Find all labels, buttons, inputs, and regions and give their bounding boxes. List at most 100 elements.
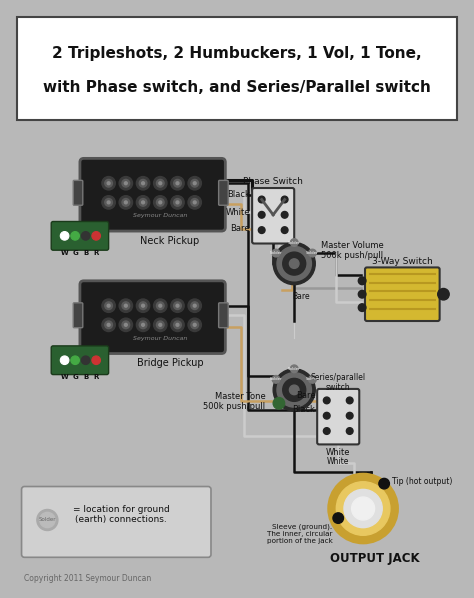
Circle shape [107, 304, 110, 307]
Circle shape [60, 231, 69, 240]
Circle shape [346, 428, 353, 434]
Circle shape [193, 304, 196, 307]
FancyBboxPatch shape [219, 303, 228, 328]
Circle shape [283, 252, 306, 275]
Circle shape [191, 321, 199, 329]
Circle shape [309, 249, 316, 257]
Text: Black: Black [292, 405, 315, 414]
Circle shape [154, 196, 167, 209]
FancyBboxPatch shape [51, 221, 109, 250]
Circle shape [193, 324, 196, 327]
FancyBboxPatch shape [317, 389, 359, 444]
Circle shape [154, 299, 167, 312]
Circle shape [176, 304, 179, 307]
Circle shape [122, 179, 130, 187]
Text: Bridge Pickup: Bridge Pickup [137, 358, 203, 368]
Circle shape [273, 398, 285, 409]
Circle shape [154, 318, 167, 331]
Circle shape [309, 376, 316, 383]
Circle shape [156, 179, 164, 187]
Text: = location for ground
(earth) connections.: = location for ground (earth) connection… [73, 505, 169, 524]
Circle shape [358, 277, 366, 285]
Circle shape [258, 196, 265, 203]
Circle shape [176, 324, 179, 327]
Circle shape [333, 513, 344, 523]
Circle shape [137, 299, 150, 312]
Circle shape [283, 379, 306, 401]
Text: R: R [93, 374, 99, 380]
FancyBboxPatch shape [21, 487, 211, 557]
Circle shape [171, 196, 184, 209]
FancyBboxPatch shape [73, 181, 83, 205]
Circle shape [122, 199, 130, 206]
Circle shape [346, 397, 353, 404]
Circle shape [154, 176, 167, 190]
Circle shape [344, 489, 382, 527]
Circle shape [273, 369, 315, 411]
Circle shape [277, 246, 311, 281]
Circle shape [176, 182, 179, 185]
Circle shape [139, 321, 147, 329]
Circle shape [281, 227, 288, 233]
Text: Master Tone
500k push/pull: Master Tone 500k push/pull [203, 392, 265, 411]
Circle shape [71, 231, 80, 240]
Text: Phase Switch: Phase Switch [243, 177, 303, 186]
Circle shape [122, 321, 130, 329]
Text: with Phase switch, and Series/Parallel switch: with Phase switch, and Series/Parallel s… [43, 80, 431, 95]
Text: White: White [327, 457, 349, 466]
FancyBboxPatch shape [219, 181, 228, 205]
Circle shape [159, 182, 162, 185]
Circle shape [107, 201, 110, 204]
Circle shape [159, 324, 162, 327]
Circle shape [137, 176, 150, 190]
Circle shape [137, 318, 150, 331]
Circle shape [191, 179, 199, 187]
Text: Black: Black [228, 190, 250, 199]
Circle shape [191, 199, 199, 206]
Circle shape [119, 196, 133, 209]
Circle shape [258, 227, 265, 233]
Text: Solder: Solder [288, 367, 301, 371]
Text: OUTPUT JACK: OUTPUT JACK [330, 552, 419, 565]
Circle shape [290, 385, 299, 395]
FancyBboxPatch shape [51, 346, 109, 374]
Text: Solder: Solder [39, 517, 56, 523]
Circle shape [142, 324, 145, 327]
Circle shape [188, 196, 201, 209]
Circle shape [124, 324, 128, 327]
Circle shape [346, 413, 353, 419]
Circle shape [171, 176, 184, 190]
Circle shape [105, 179, 112, 187]
Circle shape [191, 302, 199, 310]
Circle shape [193, 182, 196, 185]
Circle shape [171, 318, 184, 331]
Circle shape [323, 397, 330, 404]
Text: W: W [61, 250, 68, 256]
Circle shape [124, 304, 128, 307]
FancyBboxPatch shape [252, 188, 294, 243]
Circle shape [124, 201, 128, 204]
Text: Solder: Solder [270, 377, 283, 382]
Circle shape [188, 299, 201, 312]
Circle shape [273, 243, 315, 285]
Circle shape [142, 182, 145, 185]
Circle shape [102, 318, 115, 331]
Text: Bare: Bare [230, 224, 250, 233]
Circle shape [173, 199, 182, 206]
Circle shape [105, 199, 112, 206]
Text: White: White [326, 447, 350, 456]
Text: Series/parallel
switch: Series/parallel switch [310, 373, 366, 392]
Circle shape [171, 299, 184, 312]
Circle shape [71, 356, 80, 365]
Circle shape [107, 324, 110, 327]
Circle shape [124, 182, 128, 185]
Circle shape [142, 201, 145, 204]
Circle shape [139, 179, 147, 187]
FancyBboxPatch shape [73, 303, 83, 328]
Circle shape [188, 176, 201, 190]
Circle shape [272, 376, 280, 383]
Circle shape [272, 249, 280, 257]
Circle shape [176, 201, 179, 204]
Circle shape [173, 179, 182, 187]
Circle shape [102, 196, 115, 209]
